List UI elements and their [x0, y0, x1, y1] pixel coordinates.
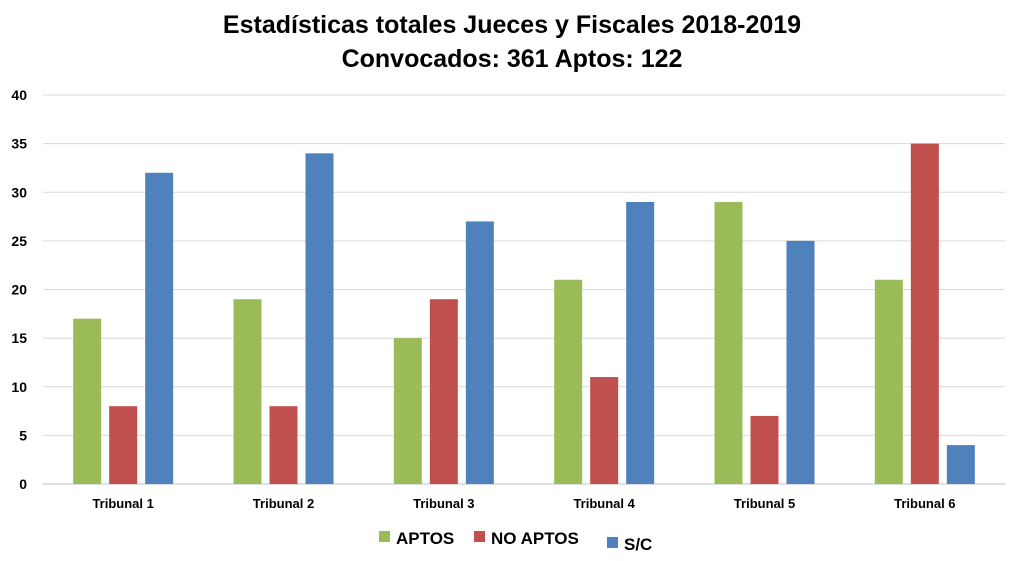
bar-aptos-2: [233, 299, 262, 484]
y-tick-label: 15: [11, 330, 27, 346]
bar-no-aptos-1: [109, 406, 138, 484]
bar-aptos-4: [554, 279, 583, 484]
bar-no-aptos-5: [750, 415, 779, 484]
bar-aptos-3: [393, 338, 422, 484]
bar-no-aptos-3: [429, 299, 458, 484]
y-tick-label: 30: [11, 184, 27, 200]
bar-no-aptos-4: [590, 377, 619, 484]
y-tick-label: 0: [19, 476, 27, 492]
x-tick-label: Tribunal 1: [92, 496, 153, 511]
legend-swatch: [379, 531, 390, 542]
legend: APTOS NO APTOS S/C: [379, 529, 652, 554]
bar-no-aptos-6: [910, 143, 939, 484]
legend-label: NO APTOS: [491, 529, 579, 548]
bar-aptos-5: [714, 201, 743, 484]
y-tick-label: 5: [19, 427, 27, 443]
bar-s-c-1: [145, 172, 174, 485]
legend-label: APTOS: [396, 529, 454, 548]
bar-s-c-3: [465, 221, 494, 485]
x-tick-label: Tribunal 5: [734, 496, 795, 511]
x-axis: Tribunal 1 Tribunal 2 Tribunal 3 Tribunal 4…: [92, 496, 955, 511]
y-tick-label: 40: [11, 87, 27, 103]
bars: [73, 143, 975, 485]
x-tick-label: Tribunal 4: [573, 496, 635, 511]
chart-subtitle: Convocados: 361 Aptos: 122: [341, 45, 683, 73]
x-tick-label: Tribunal 2: [253, 496, 314, 511]
bar-no-aptos-2: [269, 406, 298, 484]
bar-aptos-1: [73, 318, 102, 484]
legend-swatch: [607, 537, 618, 548]
y-tick-label: 20: [11, 282, 27, 298]
y-tick-label: 35: [11, 136, 27, 152]
y-tick-label: 10: [11, 379, 27, 395]
x-tick-label: Tribunal 6: [894, 496, 955, 511]
y-tick-label: 25: [11, 233, 27, 249]
bar-aptos-6: [874, 279, 903, 484]
chart-title: Estadísticas totales Jueces y Fiscales 2…: [222, 11, 802, 39]
gridlines: [43, 94, 1005, 485]
legend-label: S/C: [624, 535, 652, 554]
legend-swatch: [474, 531, 485, 542]
bar-s-c-2: [305, 153, 334, 484]
bar-s-c-5: [786, 240, 815, 484]
x-tick-label: Tribunal 3: [413, 496, 474, 511]
bar-s-c-4: [626, 201, 655, 484]
chart-title-block: Estadísticas totales Jueces y Fiscales 2…: [0, 8, 1024, 76]
y-axis: 0 5 10 15 20 25 30 35 40: [11, 87, 27, 492]
bar-s-c-6: [946, 445, 975, 484]
